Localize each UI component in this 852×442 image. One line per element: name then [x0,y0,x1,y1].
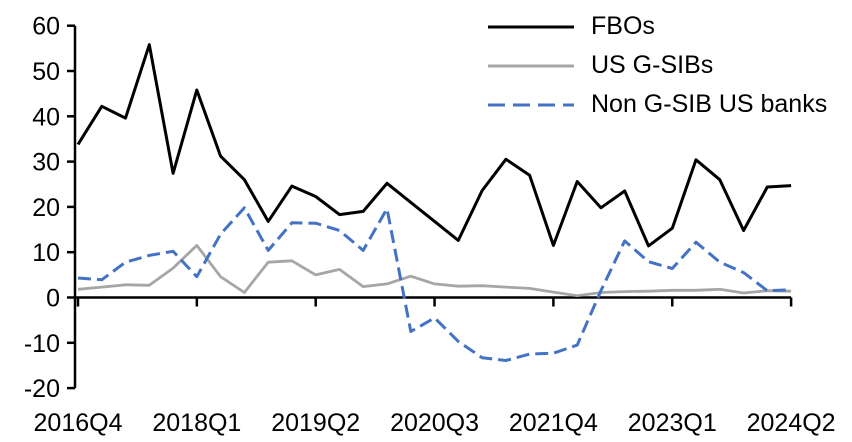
non-gsib-line-swatch-icon [488,103,574,106]
y-tick-label: 50 [32,58,60,86]
legend-label-non-gsib: Non G-SIB US banks [591,90,828,118]
x-tick-label: 2018Q1 [152,409,241,437]
y-tick-label: 40 [32,103,60,131]
x-tick-label: 2016Q4 [34,409,123,437]
y-tick-label: 20 [32,194,60,222]
legend-label-us-gsibs: US G-SIBs [591,51,714,79]
fbos-line-swatch-icon [488,25,574,28]
y-tick-label: 60 [32,13,60,41]
legend-item-us-gsibs: US G-SIBs [488,46,827,85]
series-line-us-g-sibs [77,243,792,298]
legend-item-non-gsib: Non G-SIB US banks [488,85,827,124]
legend: FBOs US G-SIBs Non G-SIB US banks [488,7,827,124]
y-tick-label: -20 [24,375,60,403]
y-tick-label: 30 [32,149,60,177]
y-tick-label: -10 [24,330,60,358]
series-line-non-g-sib-us-banks [77,206,792,362]
x-tick-label: 2020Q3 [390,409,479,437]
legend-label-fbos: FBOs [591,12,655,40]
series-line-fbos [76,43,792,248]
x-tick-label: 2019Q2 [271,409,360,437]
y-tick-label: 0 [46,285,60,313]
x-tick-label: 2024Q2 [747,409,836,437]
x-tick-label: 2023Q1 [628,409,717,437]
legend-item-fbos: FBOs [488,7,827,46]
us-gsibs-line-swatch-icon [488,64,574,67]
y-tick-label: 10 [32,239,60,267]
x-tick-label: 2021Q4 [509,409,598,437]
